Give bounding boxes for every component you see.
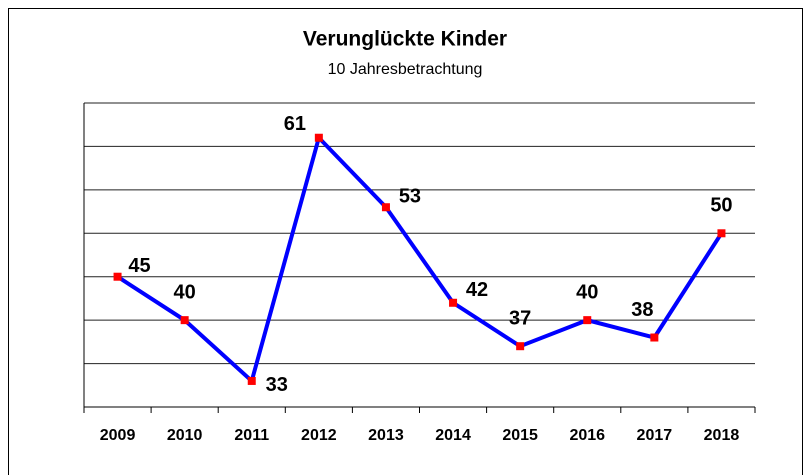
data-label: 53 (399, 186, 421, 208)
marker (113, 272, 122, 281)
x-tick-label: 2009 (100, 427, 136, 444)
marker (381, 203, 390, 212)
data-label: 37 (509, 307, 531, 329)
data-label: 38 (631, 299, 653, 321)
x-tick-label: 2012 (301, 427, 337, 444)
line (116, 133, 724, 385)
marker (314, 133, 323, 142)
marker (247, 376, 256, 385)
x-tick-label: 2013 (368, 427, 404, 444)
x-tick-label: 2011 (234, 427, 269, 444)
data-label: 50 (710, 195, 732, 217)
marker (516, 342, 525, 351)
marker (449, 298, 458, 307)
marker (717, 229, 726, 238)
data-label: 40 (576, 281, 598, 303)
chart-border (8, 8, 803, 475)
x-tick-label: 2016 (569, 427, 605, 444)
x-tick-label: 2010 (167, 427, 203, 444)
data-label: 40 (174, 281, 196, 303)
data-label: 45 (128, 255, 150, 277)
data-label: 61 (284, 113, 306, 135)
x-tick-label: 2018 (704, 427, 740, 444)
marker (180, 316, 189, 325)
marker (583, 316, 592, 325)
x-tick-label: 2015 (502, 427, 538, 444)
data-label: 33 (266, 374, 288, 396)
x-tick-label: 2017 (637, 427, 673, 444)
x-tick-label: 2014 (435, 427, 471, 444)
marker (650, 333, 659, 342)
chart-title: Verunglückte Kinder (303, 28, 507, 51)
data-label: 42 (466, 279, 488, 301)
chart-subtitle: 10 Jahresbetrachtung (328, 61, 483, 78)
